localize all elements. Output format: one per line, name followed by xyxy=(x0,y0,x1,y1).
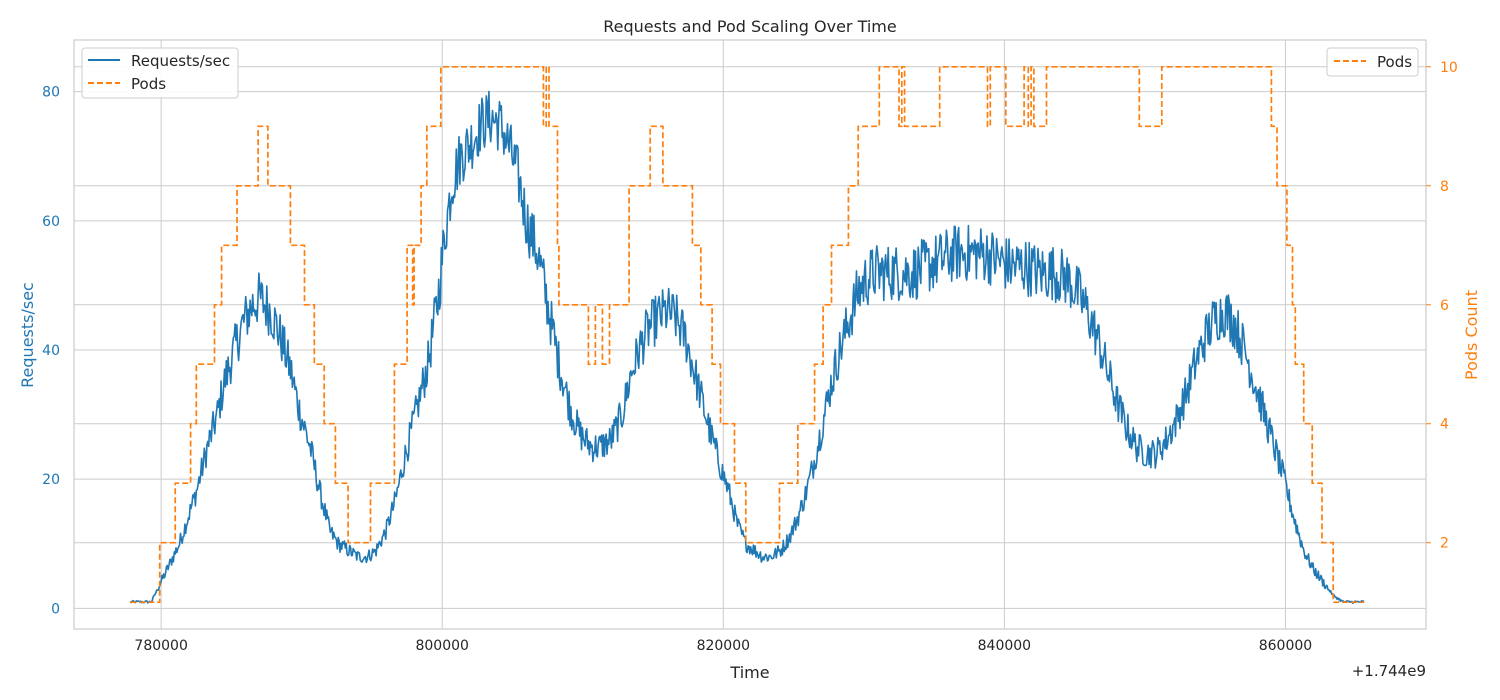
pods-series-line xyxy=(130,65,1365,604)
legend-left: Requests/sec Pods xyxy=(81,47,239,99)
axes: 780000 800000 820000 840000 860000 0 20 40 60 80 2… xyxy=(42,60,1458,654)
y-right-tick-label: 6 xyxy=(1440,298,1449,314)
plot-frame xyxy=(73,39,1427,630)
y-left-tick-label: 60 xyxy=(42,214,60,230)
x-tick-label: 840000 xyxy=(978,638,1031,654)
legend-right-box xyxy=(1326,47,1419,77)
x-axis-label: Time xyxy=(729,663,769,682)
y-right-tick-label: 8 xyxy=(1440,179,1449,195)
legend-left-box xyxy=(81,47,239,99)
legend-pods-label: Pods xyxy=(131,75,166,93)
y-right-tick-label: 2 xyxy=(1440,536,1449,552)
y-left-tick-label: 40 xyxy=(42,343,60,359)
x-tick-label: 800000 xyxy=(415,638,468,654)
x-offset-label: +1.744e9 xyxy=(1352,662,1426,680)
legend-right: Pods xyxy=(1326,47,1419,77)
x-tick-label: 820000 xyxy=(697,638,750,654)
plot-lines xyxy=(129,65,1365,604)
legend-requests-label: Requests/sec xyxy=(131,52,230,70)
x-tick-label: 860000 xyxy=(1259,638,1312,654)
requests-series-line xyxy=(129,90,1365,604)
y-left-tick-label: 20 xyxy=(42,472,60,488)
y-right-tick-label: 10 xyxy=(1440,60,1458,76)
y-left-axis-label: Requests/sec xyxy=(18,282,37,388)
y-left-tick-label: 80 xyxy=(42,85,60,101)
x-tick-label: 780000 xyxy=(134,638,187,654)
legend-right-pods-label: Pods xyxy=(1377,53,1412,71)
y-left-tick-label: 0 xyxy=(51,601,60,617)
y-right-axis-label: Pods Count xyxy=(1462,290,1481,380)
chart-title: Requests and Pod Scaling Over Time xyxy=(603,17,896,36)
y-right-tick-label: 4 xyxy=(1440,417,1449,433)
